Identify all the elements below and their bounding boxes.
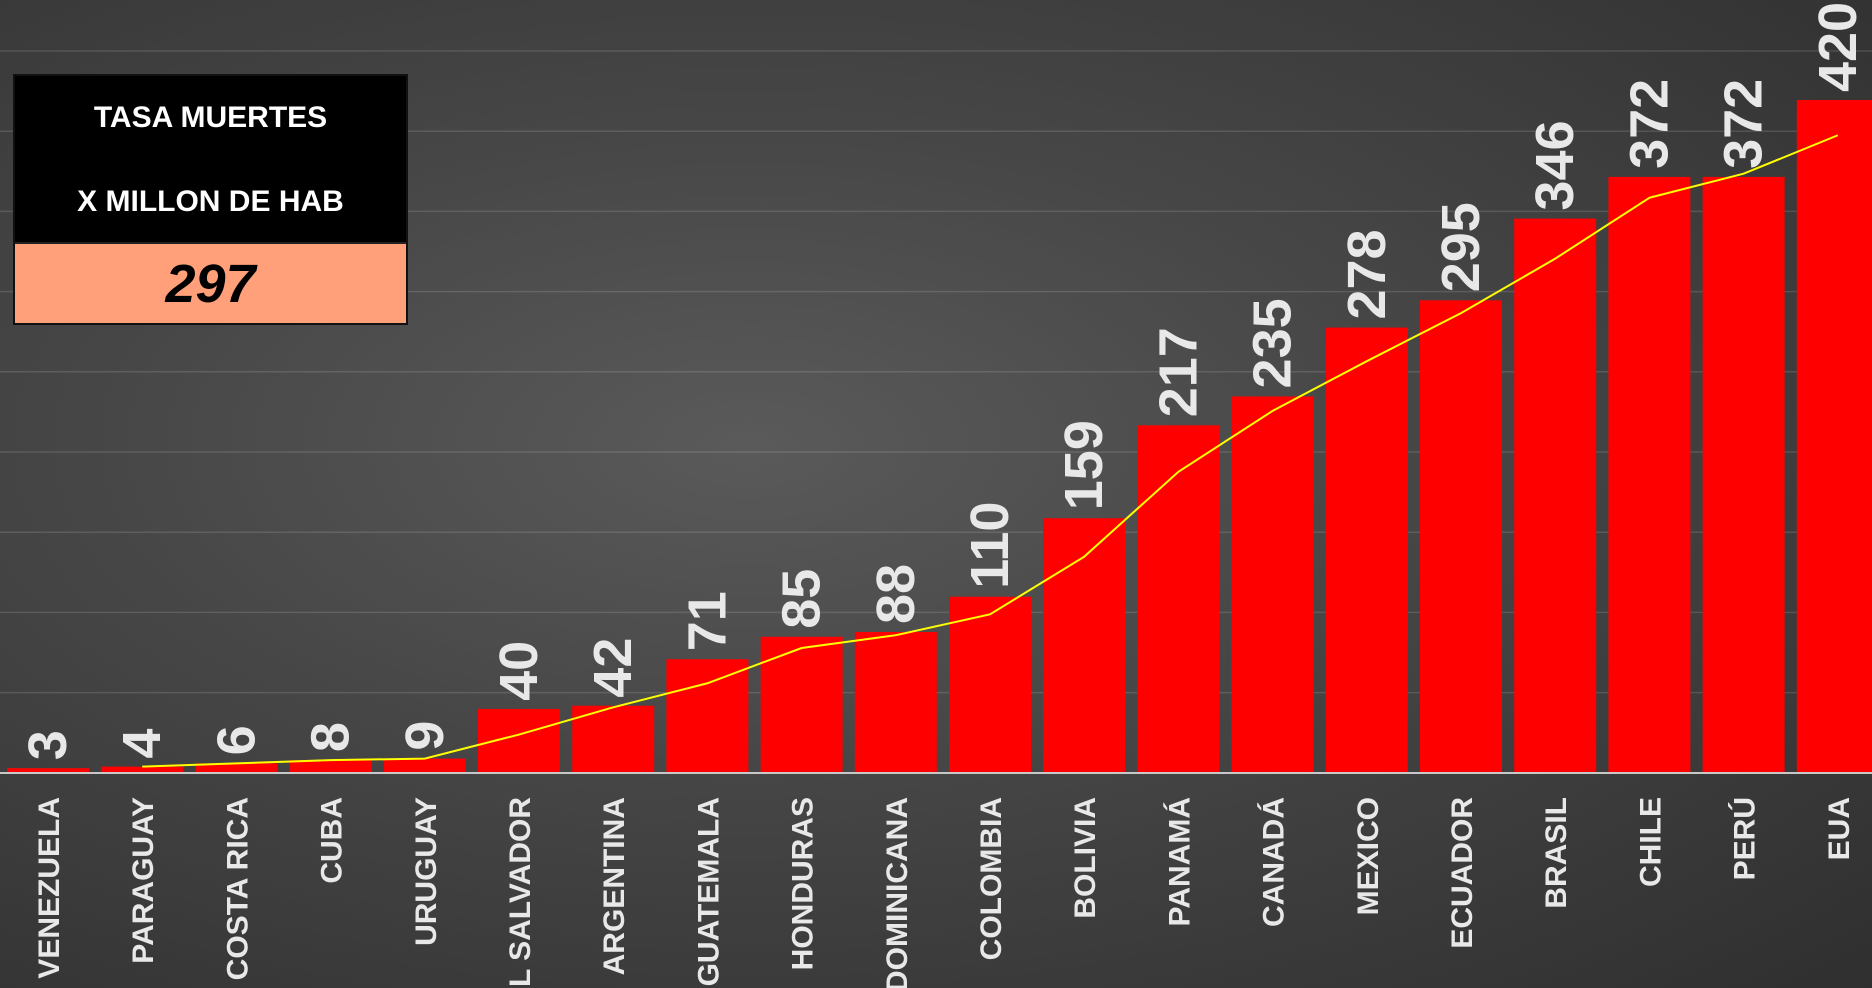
bar [289, 760, 372, 773]
bar [195, 763, 278, 773]
bar [666, 659, 749, 773]
data-label: 88 [866, 564, 926, 624]
data-label: 42 [583, 638, 643, 698]
x-tick-label: EUA [1823, 797, 1856, 860]
bar [1420, 300, 1502, 773]
x-tick-label: ARGENTINA [598, 797, 631, 975]
x-tick-label: BRASIL [1540, 797, 1573, 909]
kpi-title-line2: X MILLON DE HAB [77, 185, 344, 218]
x-tick-label: DOMINICANA [881, 797, 914, 988]
x-tick-label: BOLIVIA [1069, 797, 1102, 919]
bar [1137, 425, 1220, 773]
data-label: 9 [395, 721, 455, 751]
x-tick-label: URUGUAY [410, 797, 443, 946]
x-tick-label: MEXICO [1352, 797, 1385, 915]
bar [1702, 176, 1785, 773]
data-label: 235 [1243, 298, 1303, 388]
data-label: 372 [1714, 79, 1774, 169]
x-tick-labels: VENEZUELA PARAGUAY COSTA RICA CUBA URUGUAY EL… [33, 797, 1856, 988]
x-tick-label: PANAMÁ [1162, 797, 1196, 926]
data-label: 40 [489, 641, 549, 701]
data-label: 278 [1337, 229, 1397, 319]
bar [383, 758, 466, 773]
kpi-value-box: 297 [15, 242, 406, 323]
data-label: 85 [772, 569, 832, 629]
data-label: 295 [1431, 202, 1491, 292]
x-tick-label: CUBA [316, 797, 349, 884]
x-tick-label: EL SALVADOR [504, 797, 537, 988]
data-label: 3 [18, 730, 78, 760]
data-label: 6 [206, 725, 266, 755]
data-label: 8 [301, 722, 361, 752]
bar [1231, 396, 1314, 773]
bar [572, 705, 655, 773]
x-tick-label: HONDURAS [787, 797, 820, 970]
x-tick-label: VENEZUELA [33, 797, 66, 979]
data-label: 71 [677, 591, 737, 651]
bars [7, 100, 1872, 774]
bar [101, 766, 184, 773]
data-label: 372 [1619, 79, 1679, 169]
x-tick-label: COSTA RICA [221, 797, 254, 980]
data-label: 159 [1054, 420, 1114, 510]
x-tick-label: PARAGUAY [127, 797, 160, 964]
kpi-title-line1: TASA MUERTES [93, 101, 328, 134]
bar [1514, 218, 1597, 774]
data-label: 4 [112, 729, 172, 759]
kpi-value: 297 [165, 253, 256, 314]
x-tick-label: ECUADOR [1446, 797, 1479, 949]
x-tick-label: CHILE [1634, 797, 1667, 887]
data-label: 110 [960, 502, 1020, 589]
bar [1608, 176, 1691, 773]
kpi-box: TASA MUERTES X MILLON DE HAB 297 [13, 74, 408, 325]
x-tick-label: GUATEMALA [692, 797, 725, 986]
x-tick-label: CANADÁ [1257, 797, 1291, 927]
bar [1325, 327, 1408, 773]
bar [1043, 518, 1126, 773]
bar [949, 596, 1031, 773]
bar [854, 631, 937, 773]
bar [760, 636, 843, 773]
x-tick-label: COLOMBIA [975, 797, 1008, 960]
data-label: 346 [1525, 120, 1585, 210]
bar [7, 768, 89, 773]
data-label: 420 [1808, 2, 1868, 92]
trend-line [142, 134, 1839, 768]
x-tick-label: PERÚ [1728, 797, 1762, 880]
bar [1796, 100, 1872, 773]
data-label: 217 [1148, 327, 1208, 417]
